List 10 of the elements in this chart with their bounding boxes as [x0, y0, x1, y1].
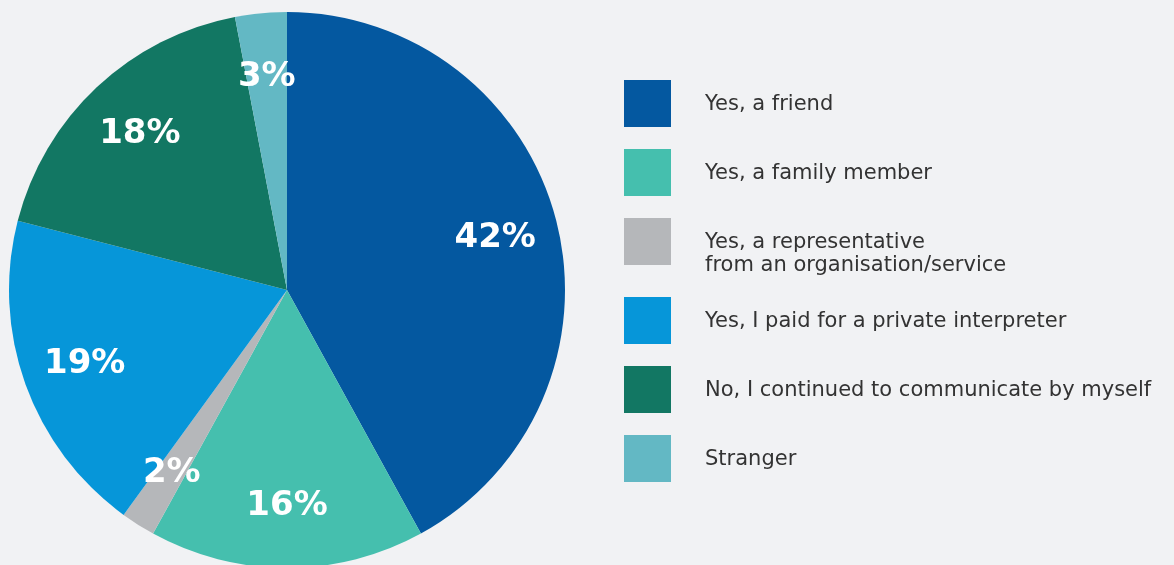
legend-label: Yes, I paid for a private interpreter: [704, 307, 1067, 332]
legend-label: Stranger: [705, 445, 797, 470]
data-label: 18%: [99, 111, 181, 152]
legend-label: Yes, a friend: [704, 90, 834, 115]
legend-label: Yes, a representative from an organisation/service: [704, 228, 1007, 276]
legend-label: Yes, a family member: [704, 159, 933, 184]
data-label: 16%: [246, 483, 328, 523]
data-label: 19%: [44, 340, 126, 381]
data-label: 42%: [454, 214, 536, 255]
legend-label: No, I continued to communicate by myself: [705, 376, 1152, 401]
